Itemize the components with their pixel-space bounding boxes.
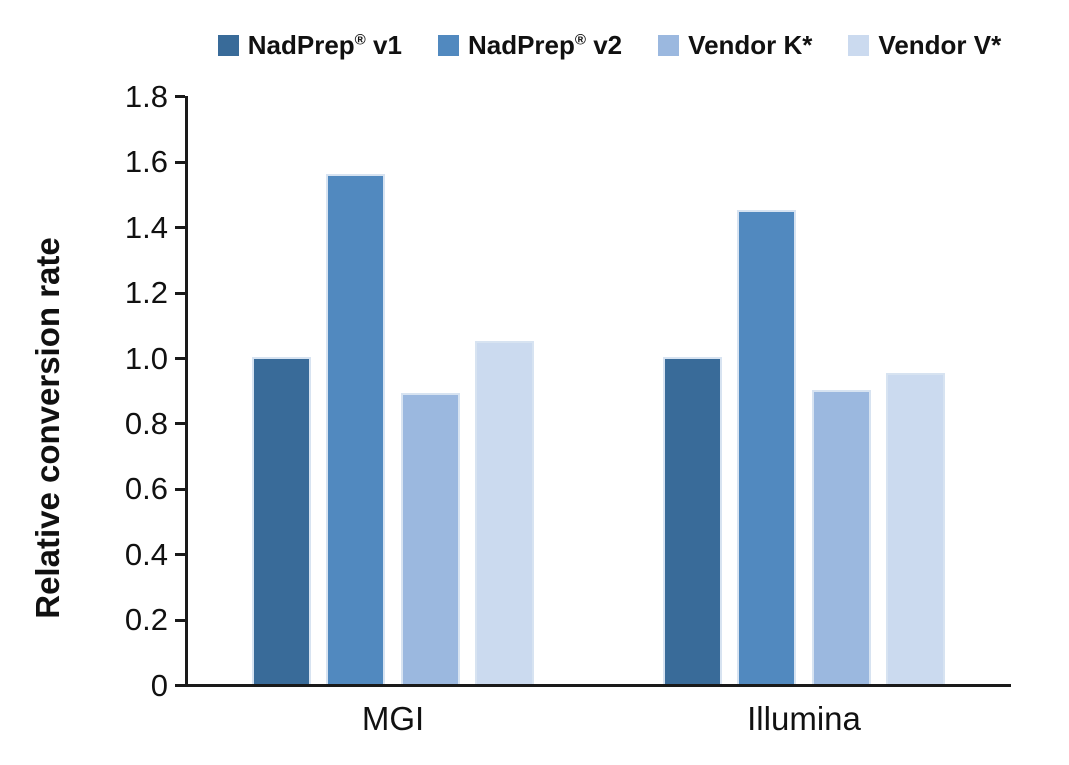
legend-swatch-icon bbox=[437, 35, 459, 56]
y-tick-label: 0 bbox=[150, 667, 168, 703]
legend-item-4: Vendor V* bbox=[848, 30, 1001, 61]
y-tick-mark bbox=[175, 553, 185, 557]
y-tick-mark bbox=[175, 357, 185, 360]
y-tick-mark bbox=[175, 291, 185, 295]
legend-label: NadPrep® v2 bbox=[467, 30, 623, 60]
x-category-label: Illumina bbox=[747, 700, 861, 737]
y-tick-label: 1.0 bbox=[124, 340, 168, 376]
y-tick-label: 1.2 bbox=[124, 275, 168, 311]
legend-item-3: Vendor K* bbox=[658, 30, 812, 61]
y-tick-mark bbox=[175, 95, 185, 99]
y-tick-mark bbox=[175, 226, 185, 230]
legend-label: NadPrep® v1 bbox=[247, 30, 402, 60]
y-tick-mark bbox=[175, 487, 185, 491]
legend-swatch-icon bbox=[217, 35, 239, 56]
bar-illumina-series-4 bbox=[886, 373, 946, 684]
y-tick-mark bbox=[175, 422, 185, 426]
y-tick-label: 1.4 bbox=[124, 209, 168, 245]
y-tick-mark bbox=[175, 160, 185, 164]
bar-mgi-series-2 bbox=[326, 173, 386, 684]
bar-mgi-series-1 bbox=[251, 357, 311, 684]
x-axis-line bbox=[175, 684, 1011, 687]
y-tick-label: 1.8 bbox=[124, 78, 168, 114]
x-category-label: MGI bbox=[361, 700, 425, 737]
bar-illumina-series-2 bbox=[737, 209, 797, 684]
legend-swatch-icon bbox=[848, 35, 870, 56]
legend-label: Vendor K* bbox=[688, 30, 813, 60]
legend-item-1: NadPrep® v1 bbox=[217, 30, 402, 61]
y-tick-label: 0.8 bbox=[124, 405, 168, 441]
y-tick-label: 0.2 bbox=[124, 602, 168, 638]
bar-illumina-series-1 bbox=[662, 357, 722, 684]
chart-legend: NadPrep® v1 NadPrep® v2 Vendor K* Vendor V* bbox=[150, 30, 1069, 61]
legend-label: Vendor V* bbox=[878, 30, 1002, 60]
y-tick-label: 1.6 bbox=[124, 144, 168, 180]
bar-mgi-series-3 bbox=[400, 392, 460, 684]
legend-item-2: NadPrep® v2 bbox=[437, 30, 623, 61]
bar-illumina-series-3 bbox=[811, 389, 871, 684]
legend-swatch-icon bbox=[658, 35, 680, 56]
y-axis-line bbox=[185, 96, 188, 687]
bar-mgi-series-4 bbox=[475, 340, 535, 684]
y-tick-label: 0.4 bbox=[124, 536, 168, 572]
y-tick-mark bbox=[175, 618, 185, 622]
y-tick-label: 0.6 bbox=[124, 471, 168, 507]
